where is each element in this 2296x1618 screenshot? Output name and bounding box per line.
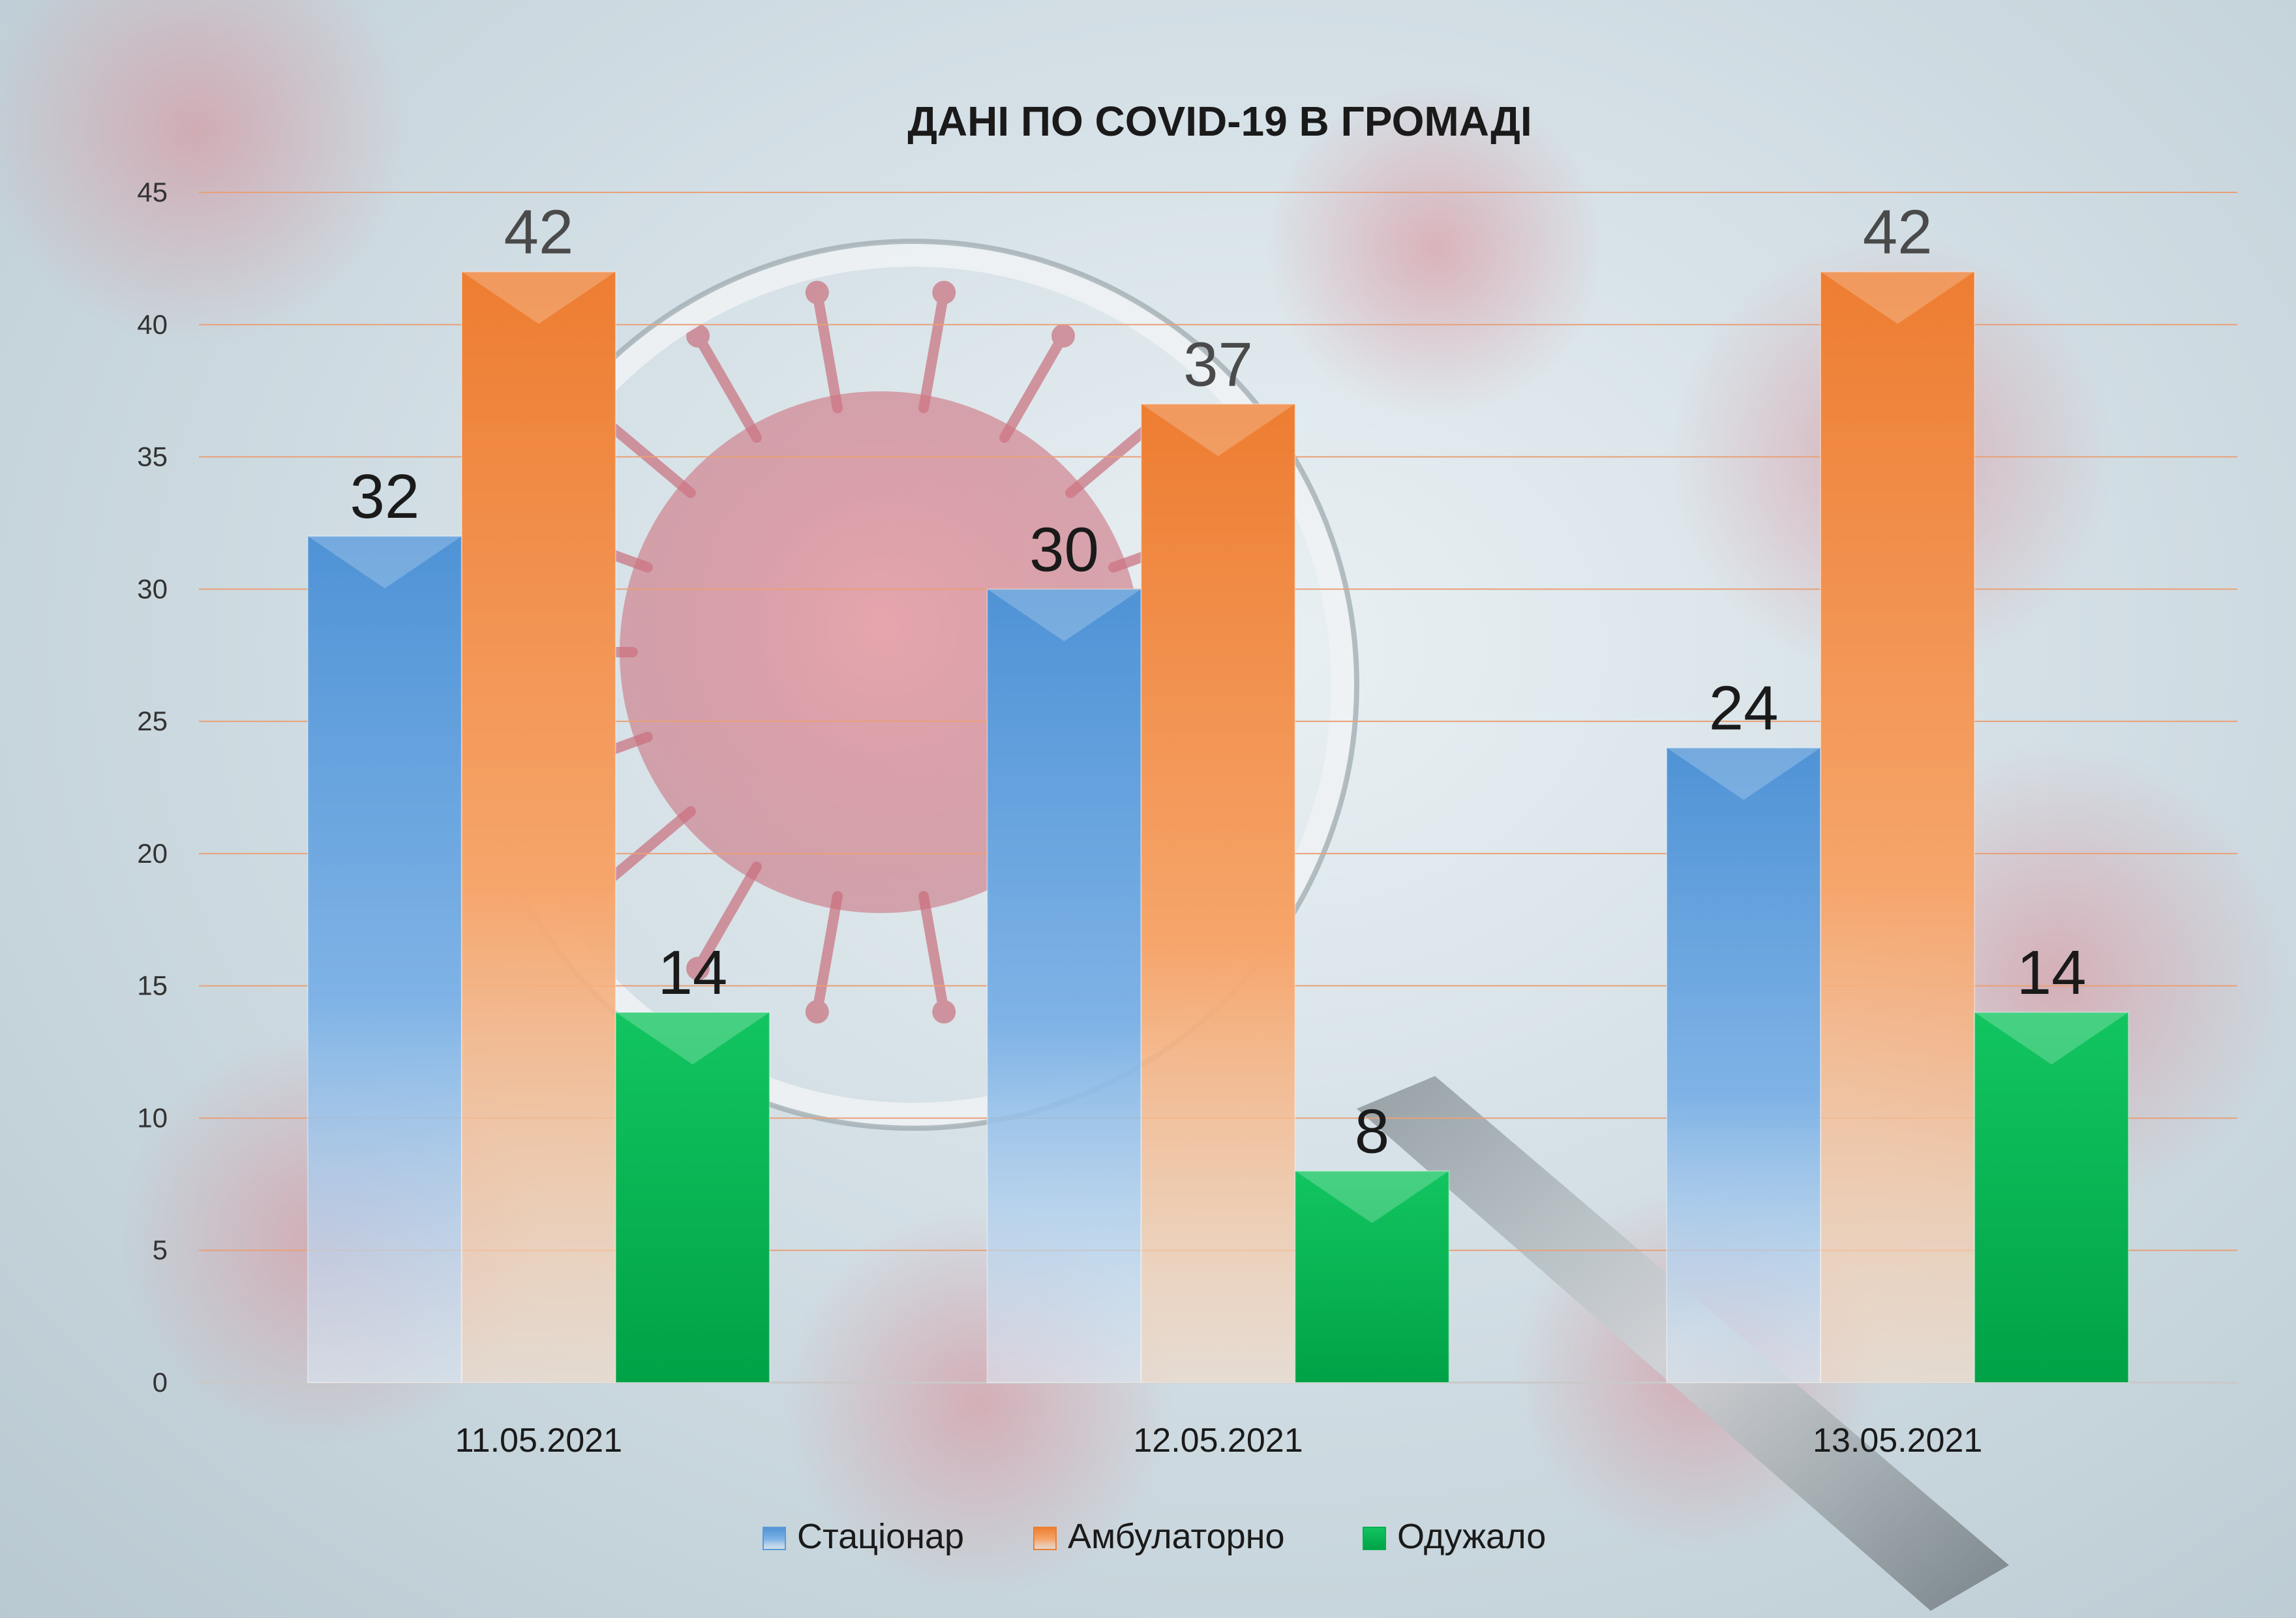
legend-label: Амбулаторно <box>1068 1517 1285 1556</box>
legend-label: Одужало <box>1397 1517 1546 1556</box>
bar <box>1820 271 1975 1383</box>
x-tick-label: 11.05.2021 <box>455 1422 622 1460</box>
x-tick-label: 13.05.2021 <box>1813 1422 1982 1460</box>
bar-bevel <box>615 1012 770 1065</box>
y-tick-label: 0 <box>153 1367 168 1398</box>
bar <box>615 1012 770 1383</box>
data-labels: 32 42 14 30 37 8 24 42 14 <box>350 198 2086 1167</box>
bar-bevel <box>987 589 1141 642</box>
bar <box>1141 404 1295 1383</box>
x-axis-ticks: 11.05.2021 12.05.2021 13.05.2021 <box>455 1422 1983 1460</box>
data-label: 37 <box>1183 329 1253 399</box>
data-label: 14 <box>657 938 727 1008</box>
y-tick-label: 5 <box>153 1235 168 1265</box>
y-tick-label: 25 <box>137 706 168 736</box>
bar-bevel <box>1820 271 1975 324</box>
bar-outline <box>1974 1011 2130 1383</box>
y-tick-label: 20 <box>137 838 168 869</box>
bar-bevel <box>1974 1012 2129 1065</box>
legend-swatch <box>1363 1527 1386 1550</box>
bar-bevel <box>461 271 616 324</box>
y-tick-label: 15 <box>137 970 168 1001</box>
data-label: 14 <box>2017 938 2087 1008</box>
bar-bevel <box>307 536 462 589</box>
legend-label: Стаціонар <box>797 1517 964 1556</box>
bar-outline <box>1820 271 1976 1384</box>
bar <box>1667 747 1821 1383</box>
bar <box>1295 1171 1449 1383</box>
bar-outline <box>1294 1170 1450 1383</box>
data-label: 42 <box>504 198 573 267</box>
data-label: 32 <box>350 462 419 532</box>
x-tick-label: 12.05.2021 <box>1133 1422 1303 1460</box>
y-axis-ticks: 0 5 10 15 20 25 30 35 40 45 <box>137 177 168 1398</box>
legend-swatch <box>763 1527 786 1550</box>
data-label: 24 <box>1709 674 1779 743</box>
y-tick-label: 10 <box>137 1102 168 1133</box>
bar-outline <box>614 1011 770 1383</box>
bar <box>1974 1012 2129 1383</box>
data-label: 42 <box>1863 198 1933 267</box>
bar-outline <box>461 271 616 1384</box>
y-tick-label: 35 <box>137 442 168 472</box>
chart-title: ДАНІ ПО COVID-19 В ГРОМАДІ <box>907 98 1532 145</box>
bar <box>307 536 462 1383</box>
bar-bevel <box>1667 747 1821 800</box>
bars <box>307 271 2130 1384</box>
y-tick-label: 30 <box>137 573 168 604</box>
legend-swatch <box>1033 1527 1057 1550</box>
bar-bevel <box>1141 404 1295 457</box>
data-label: 8 <box>1355 1097 1389 1167</box>
y-tick-label: 45 <box>137 177 168 207</box>
bar-outline <box>1140 403 1296 1383</box>
legend: Стаціонар Амбулаторно Одужало <box>763 1517 1546 1556</box>
bar-bevel <box>1295 1171 1449 1223</box>
bar <box>987 589 1141 1383</box>
y-tick-label: 40 <box>137 309 168 340</box>
data-label: 30 <box>1029 515 1099 584</box>
bar <box>461 271 616 1383</box>
